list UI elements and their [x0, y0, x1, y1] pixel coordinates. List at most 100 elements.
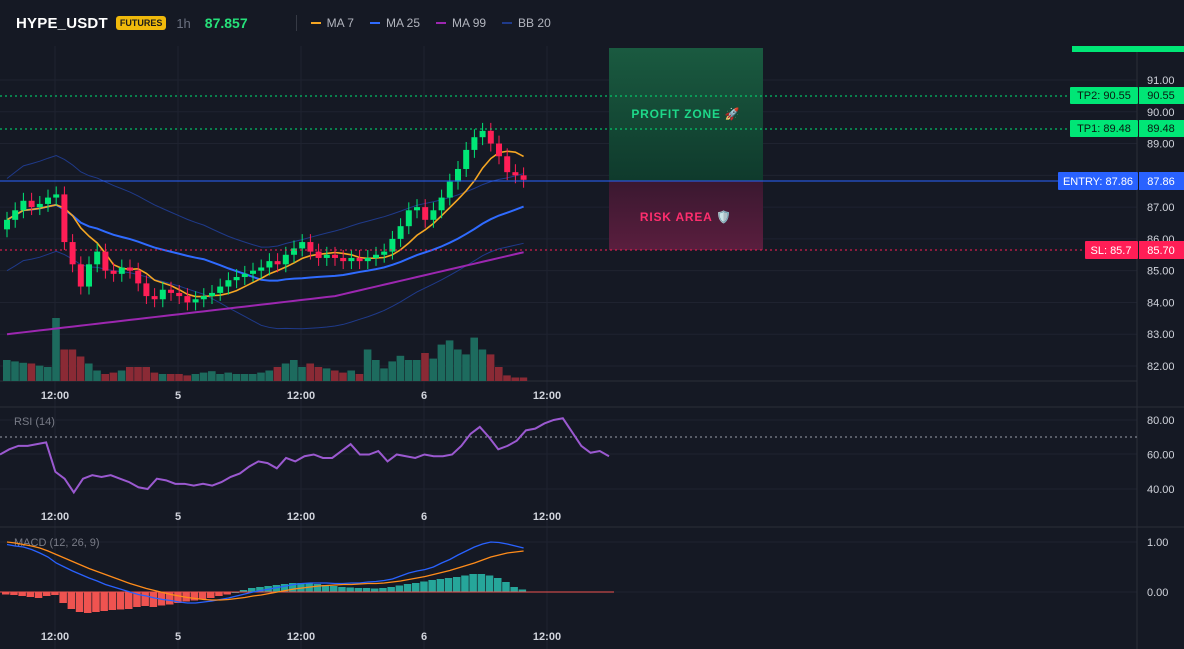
- overlay-line: [6, 154, 524, 248]
- macd-axis[interactable]: 1.00 0.00: [1147, 537, 1168, 599]
- time-axis-tick: 12:00: [287, 390, 315, 402]
- legend-ma7[interactable]: MA 7: [310, 16, 354, 30]
- volume-bar: [3, 360, 11, 381]
- volume-bar: [167, 374, 175, 381]
- macd-hist-bar: [272, 585, 281, 592]
- volume-bar: [183, 375, 191, 381]
- volume-bar: [388, 361, 396, 381]
- price-axis-tick: 87.00: [1147, 202, 1175, 214]
- entry-tag-text: ENTRY: 87.86: [1063, 176, 1133, 188]
- volume-bar: [93, 370, 101, 381]
- risk-area: [609, 181, 763, 250]
- time-axis-tick: 5: [175, 631, 181, 643]
- macd-hist-bar: [387, 587, 395, 592]
- candle-body: [110, 270, 117, 274]
- volume-bar: [76, 356, 85, 381]
- entry-axis-value: 87.86: [1147, 176, 1175, 188]
- candle-body: [127, 267, 133, 271]
- sl-axis-tag: 85.70: [1139, 241, 1184, 259]
- interval-selector[interactable]: 1h: [176, 15, 191, 31]
- time-axis-tick: 5: [175, 390, 181, 402]
- legend-bb20[interactable]: BB 20: [502, 16, 551, 30]
- volume-bar: [249, 374, 257, 381]
- macd-hist-bar: [510, 587, 518, 592]
- volume-bar: [19, 362, 27, 381]
- candle-body: [36, 203, 43, 208]
- candle-body: [176, 292, 183, 297]
- macd-hist-bar: [198, 592, 207, 599]
- volume-bar: [273, 367, 282, 381]
- candle-body: [159, 289, 166, 300]
- macd-hist-bar: [289, 583, 297, 592]
- macd-hist-bar: [149, 592, 158, 607]
- volume-bar: [150, 372, 159, 381]
- candle-body: [340, 257, 347, 262]
- candle-body: [282, 254, 289, 265]
- volume-bar: [11, 361, 19, 381]
- rsi-axis[interactable]: 80.00 60.00 40.00: [1147, 415, 1175, 496]
- volume-bar: [413, 360, 421, 381]
- macd-hist-bar: [26, 592, 35, 597]
- candle-body: [348, 257, 355, 262]
- candle-body: [381, 251, 388, 255]
- top-price-highlight: [1072, 46, 1184, 52]
- volume-bar: [454, 349, 462, 381]
- time-axis-rsi[interactable]: 12:00 5 12:00 6 12:00: [41, 511, 561, 523]
- volume-bar: [109, 372, 118, 381]
- time-axis-macd[interactable]: 12:00 5 12:00 6 12:00: [41, 631, 561, 643]
- macd-hist-bar: [84, 592, 92, 613]
- volume-bar: [396, 355, 405, 381]
- rsi-line: [0, 417, 610, 495]
- macd-hist-bar: [133, 592, 141, 607]
- macd-hist-bar: [518, 589, 527, 592]
- price-axis[interactable]: 91.0090.0089.0088.0087.0086.0085.0084.00…: [1147, 75, 1175, 373]
- volume-bar: [372, 360, 380, 381]
- macd-hist-bar: [354, 588, 363, 592]
- macd-hist-bar: [403, 584, 412, 592]
- legend-ma99[interactable]: MA 99: [436, 16, 486, 30]
- volume-bar: [85, 363, 93, 381]
- volume-bar: [380, 368, 388, 381]
- candle-body: [12, 210, 19, 220]
- time-axis-tick: 12:00: [41, 390, 69, 402]
- volume-bar: [306, 363, 314, 381]
- volume-bar: [265, 370, 273, 381]
- candle-body: [315, 251, 322, 258]
- candle-body: [446, 181, 453, 198]
- candle-body: [77, 264, 84, 287]
- rsi-axis-tick: 60.00: [1147, 450, 1175, 462]
- candle-body: [102, 251, 109, 271]
- volume-bar: [142, 367, 150, 381]
- tp1-tag: TP1: 89.48: [1070, 120, 1138, 137]
- volume-bar: [355, 374, 364, 381]
- overlay-line: [6, 251, 524, 336]
- tp2-tag-text: TP2: 90.55: [1077, 90, 1131, 102]
- rsi-label: RSI (14): [14, 416, 55, 428]
- volume-bar: [445, 340, 454, 381]
- volume-bar: [322, 368, 331, 381]
- macd-hist-bar: [108, 592, 117, 610]
- candle-body: [356, 257, 363, 262]
- time-axis-tick: 6: [421, 631, 427, 643]
- volume-bar: [208, 371, 216, 381]
- volume-bar: [199, 372, 208, 381]
- macd-hist-bar: [469, 574, 477, 592]
- overlay-line: [6, 203, 524, 282]
- legend-ma25[interactable]: MA 25: [369, 16, 420, 30]
- volume-bar: [363, 349, 372, 381]
- signal-line: [6, 541, 524, 601]
- macd-hist-bar: [485, 575, 494, 592]
- macd-hist-bar: [338, 587, 346, 592]
- symbol-name[interactable]: HYPE_USDT: [16, 14, 108, 32]
- volume-bar: [27, 363, 36, 381]
- macd-axis-tick: 0.00: [1147, 587, 1168, 599]
- volume-bar: [232, 374, 241, 381]
- macd-hist-bar: [379, 588, 387, 592]
- time-axis-tick: 6: [421, 511, 427, 523]
- volume-bar: [470, 337, 478, 381]
- macd-hist-bar: [207, 592, 215, 598]
- macd-hist-bar: [10, 592, 18, 595]
- volume-bar: [503, 375, 511, 381]
- time-axis-main[interactable]: 12:00 5 12:00 6 12:00: [41, 390, 561, 402]
